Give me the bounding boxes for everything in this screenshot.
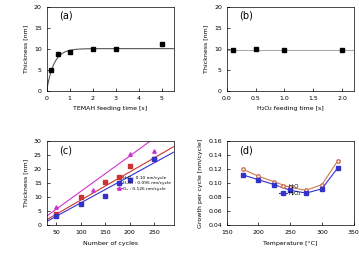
H₂O₂ [288, 189, 292, 192]
Y-axis label: Growth per cycle [nm/cycle]: Growth per cycle [nm/cycle] [197, 139, 202, 228]
X-axis label: Temperature [°C]: Temperature [°C] [263, 241, 317, 246]
Text: (b): (b) [239, 11, 253, 21]
H₂O [272, 180, 276, 183]
H₂O [241, 168, 245, 171]
Text: (a): (a) [59, 11, 73, 21]
X-axis label: Number of cycles: Number of cycles [83, 241, 137, 246]
Text: (d): (d) [239, 145, 253, 155]
Legend: H₂O : 0.10 nm/cycle, H₂O₂ : 0.095 nm/cycle, O₃ : 0.126 nm/cycle: H₂O : 0.10 nm/cycle, H₂O₂ : 0.095 nm/cyc… [117, 176, 171, 191]
H₂O₂ [304, 192, 308, 195]
H₂O [336, 159, 340, 162]
H₂O [256, 175, 261, 178]
H₂O [320, 183, 324, 186]
Y-axis label: Thickness [nm]: Thickness [nm] [23, 159, 28, 208]
H₂O₂ [241, 173, 245, 176]
H₂O [288, 186, 292, 189]
H₂O₂ [272, 183, 276, 186]
X-axis label: TEMAH feeding time [s]: TEMAH feeding time [s] [73, 106, 147, 111]
X-axis label: H₂O₂ feeding time [s]: H₂O₂ feeding time [s] [257, 106, 323, 111]
Text: (c): (c) [59, 145, 73, 155]
H₂O₂ [336, 166, 340, 170]
Line: H₂O₂: H₂O₂ [241, 166, 340, 195]
H₂O₂ [320, 187, 324, 190]
H₂O [304, 189, 308, 192]
Y-axis label: Thickness [nm]: Thickness [nm] [23, 24, 28, 73]
Line: H₂O: H₂O [241, 159, 340, 192]
Y-axis label: Thickness [nm]: Thickness [nm] [204, 24, 209, 73]
H₂O₂ [256, 178, 261, 181]
Legend: H₂O, H₂O₂: H₂O, H₂O₂ [277, 182, 304, 198]
